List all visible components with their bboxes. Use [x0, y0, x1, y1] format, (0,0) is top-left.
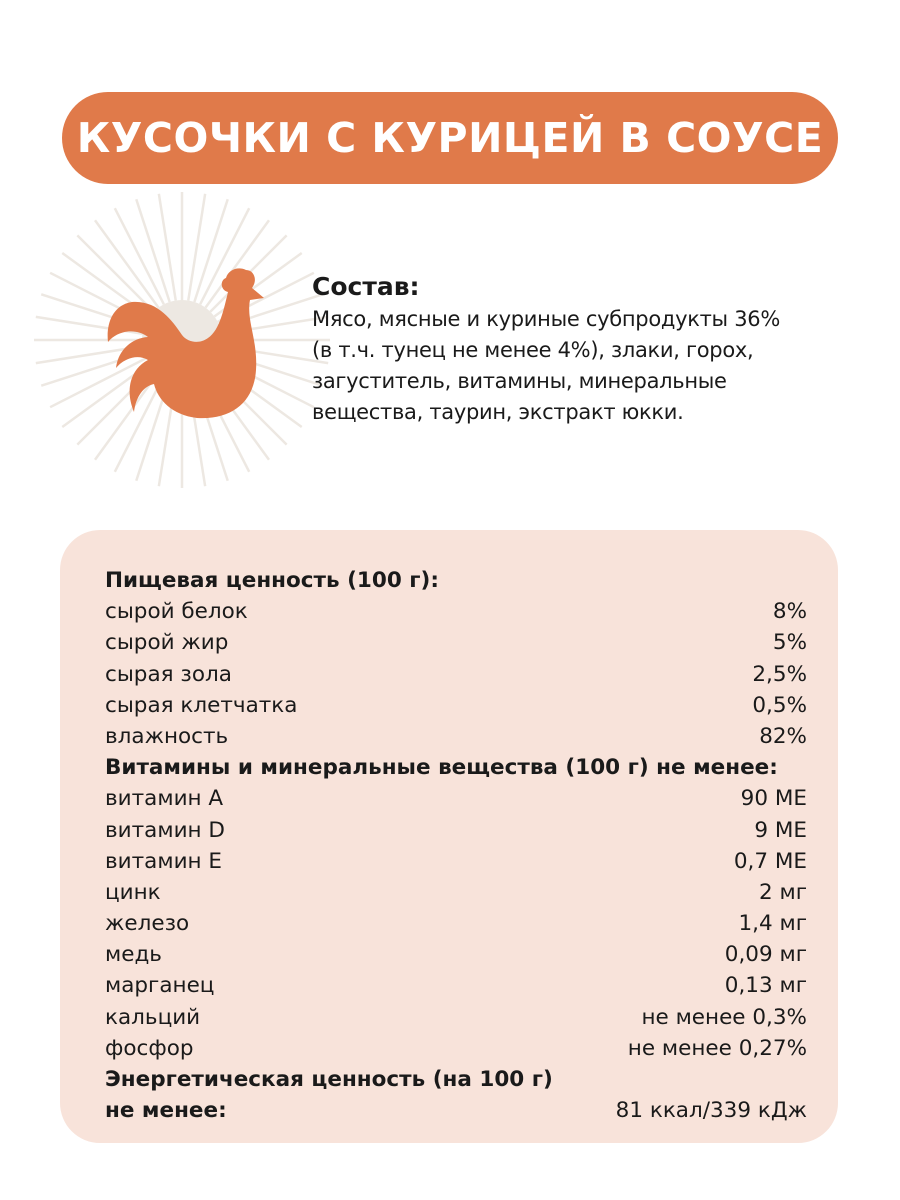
- section-heading-row: Энергетическая ценность (на 100 г): [105, 1064, 807, 1095]
- table-row: железо 1,4 мг: [105, 908, 807, 939]
- ray: [193, 198, 229, 303]
- rooster-icon: [34, 192, 330, 488]
- row-label: сырая зола: [105, 661, 232, 687]
- rooster-silhouette: [107, 268, 265, 419]
- row-label: медь: [105, 942, 162, 968]
- row-label: не менее:: [105, 1098, 227, 1124]
- composition-heading: Состав:: [312, 272, 420, 301]
- ray: [113, 375, 165, 473]
- table-row: сырой белок 8%: [105, 596, 807, 627]
- row-label: сырая клетчатка: [105, 692, 298, 718]
- composition-line: загуститель, витамины, минеральные: [312, 369, 727, 393]
- ray: [113, 207, 165, 305]
- row-label: Пищевая ценность (100 г):: [105, 568, 439, 593]
- table-row: влажность 82%: [105, 721, 807, 752]
- composition-line: (в т.ч. тунец не менее 4%), злаки, горох…: [312, 338, 754, 362]
- row-value: не менее 0,3%: [641, 1004, 807, 1030]
- section-heading-row: не менее: 81 ккал/339 кДж: [105, 1095, 807, 1126]
- row-value: 2 мг: [758, 879, 807, 905]
- title-banner: КУСОЧКИ С КУРИЦЕЙ В СОУСЕ: [62, 92, 838, 184]
- composition-section: Состав: Мясо, мясные и куриные субпродук…: [312, 270, 852, 428]
- ray: [76, 234, 155, 313]
- ray: [157, 193, 177, 301]
- row-value: не менее 0,27%: [627, 1035, 807, 1061]
- ray: [199, 207, 251, 305]
- table-row: медь 0,09 мг: [105, 939, 807, 970]
- row-label: Энергетическая ценность (на 100 г): [105, 1067, 553, 1092]
- row-value: 0,09 мг: [724, 942, 807, 968]
- row-value: 0,7 МЕ: [733, 848, 807, 874]
- row-label: витамин D: [105, 817, 225, 843]
- table-row: витамин А 90 МЕ: [105, 783, 807, 814]
- composition-line: вещества, таурин, экстракт юкки.: [312, 400, 684, 424]
- table-row: фосфор не менее 0,27%: [105, 1033, 807, 1064]
- row-label: сырой жир: [105, 630, 229, 656]
- row-value: 8%: [772, 599, 807, 625]
- row-label: кальций: [105, 1004, 201, 1030]
- row-value: 0,5%: [752, 692, 807, 718]
- ray: [135, 198, 171, 303]
- nutrition-panel: [60, 530, 838, 1143]
- row-value: 90 МЕ: [740, 786, 807, 812]
- table-row: сырая клетчатка 0,5%: [105, 690, 807, 721]
- row-label: сырой белок: [105, 599, 248, 625]
- table-row: кальций не менее 0,3%: [105, 1002, 807, 1033]
- row-label: железо: [105, 911, 190, 937]
- row-label: Витамины и минеральные вещества (100 г) …: [105, 755, 778, 781]
- row-value: 9 МЕ: [754, 817, 807, 843]
- ray: [187, 193, 207, 301]
- row-value: 0,13 мг: [724, 973, 807, 999]
- table-row: цинк 2 мг: [105, 877, 807, 908]
- ray: [204, 219, 271, 309]
- section-heading-row: Пищевая ценность (100 г):: [105, 565, 807, 596]
- composition-line: Мясо, мясные и куриные субпродукты 36%: [312, 307, 780, 331]
- row-label: влажность: [105, 723, 229, 749]
- row-value: 81 ккал/339 кДж: [615, 1098, 807, 1124]
- ray: [93, 371, 160, 461]
- row-value: 82%: [759, 723, 807, 749]
- table-row: витамин D 9 МЕ: [105, 815, 807, 846]
- nutrition-table: Пищевая ценность (100 г): сырой белок 8% сы…: [105, 565, 807, 1126]
- row-label: витамин А: [105, 786, 224, 812]
- row-label: цинк: [105, 879, 161, 905]
- table-row: сырой жир 5%: [105, 627, 807, 658]
- row-label: марганец: [105, 973, 215, 999]
- row-value: 1,4 мг: [738, 911, 807, 937]
- ray: [49, 357, 147, 409]
- product-title: КУСОЧКИ С КУРИЦЕЙ В СОУСЕ: [76, 114, 824, 162]
- table-row: марганец 0,13 мг: [105, 970, 807, 1001]
- row-value: 5%: [772, 630, 807, 656]
- row-label: фосфор: [105, 1035, 194, 1061]
- row-value: 2,5%: [752, 661, 807, 687]
- row-label: витамин Е: [105, 848, 223, 874]
- table-row: витамин Е 0,7 МЕ: [105, 846, 807, 877]
- ray: [93, 219, 160, 309]
- table-row: сырая зола 2,5%: [105, 659, 807, 690]
- section-heading-row: Витамины и минеральные вещества (100 г) …: [105, 752, 807, 783]
